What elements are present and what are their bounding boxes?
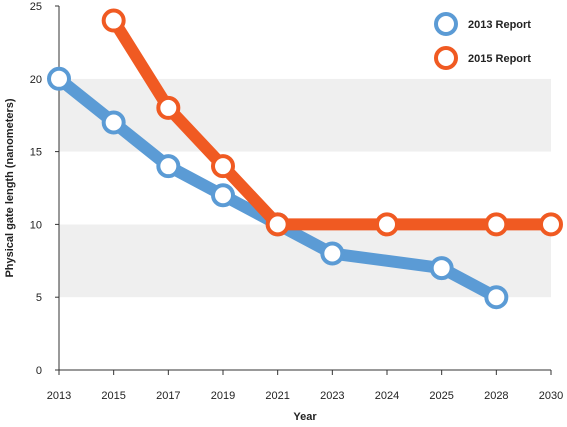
x-tick-label: 2013 xyxy=(47,390,71,402)
data-point xyxy=(265,212,290,237)
data-point xyxy=(211,183,235,208)
axes xyxy=(58,6,551,371)
grid-band xyxy=(59,297,551,370)
x-tick-label: 2024 xyxy=(375,390,399,402)
data-point xyxy=(47,66,71,91)
y-tick-label: 15 xyxy=(30,147,42,159)
data-point xyxy=(539,212,563,237)
x-tick-label: 2025 xyxy=(429,390,453,402)
data-point xyxy=(484,212,509,237)
y-tick-label: 20 xyxy=(30,74,42,86)
x-tick-label: 2017 xyxy=(156,390,180,402)
grid-band xyxy=(59,151,551,225)
data-point xyxy=(211,154,235,179)
x-tick-label: 2015 xyxy=(101,390,125,402)
data-point xyxy=(156,95,181,120)
x-tick-label: 2021 xyxy=(265,390,289,402)
series-group xyxy=(47,8,563,310)
x-tick-label: 2023 xyxy=(320,390,344,402)
x-tick-label: 2030 xyxy=(539,390,563,402)
y-tick-label: 0 xyxy=(36,365,42,377)
data-point xyxy=(101,110,126,135)
data-point xyxy=(484,285,509,310)
y-tick-label: 5 xyxy=(36,292,42,304)
data-point xyxy=(429,256,454,281)
y-tick-label: 25 xyxy=(30,1,42,13)
data-point xyxy=(156,154,181,179)
legend-label: 2013 Report xyxy=(468,19,531,31)
legend-label: 2015 Report xyxy=(468,53,531,65)
data-point xyxy=(101,8,126,33)
y-ticks: 0 5 10 15 20 25 xyxy=(30,1,59,377)
series-2 xyxy=(101,8,563,237)
x-ticks: 2013 2015 2017 2019 2021 2023 2024 2025 2028 2030 xyxy=(47,370,563,402)
legend-marker xyxy=(434,46,458,70)
x-axis-label: Year xyxy=(293,411,317,423)
x-tick-label: 2028 xyxy=(484,390,508,402)
y-tick-label: 10 xyxy=(30,219,42,231)
legend-marker xyxy=(434,12,458,36)
y-axis-label: Physical gate length (nanometers) xyxy=(4,98,16,277)
legend: 2013 Report 2015 Report xyxy=(434,12,531,70)
data-point xyxy=(375,212,399,237)
x-tick-label: 2019 xyxy=(211,390,235,402)
data-point xyxy=(320,241,345,266)
